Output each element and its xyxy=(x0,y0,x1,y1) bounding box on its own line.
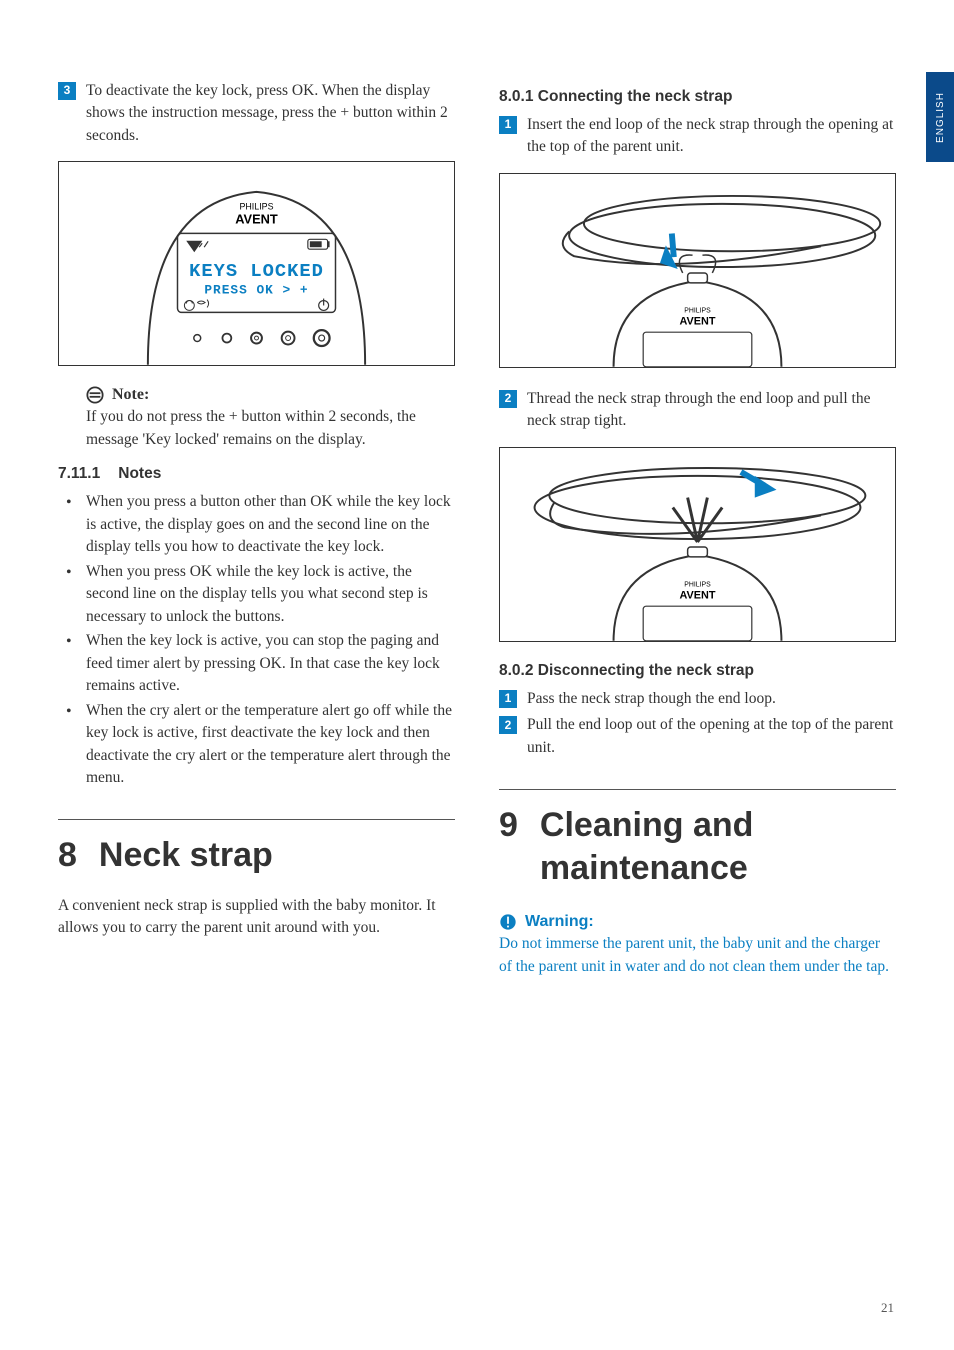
chapter-number: 8 xyxy=(58,834,77,877)
brand-avent-text: AVENT xyxy=(680,315,716,327)
display-line2: PRESS OK > + xyxy=(204,283,308,298)
notes-subheading: 7.11.1 Notes xyxy=(58,465,455,483)
warning-icon xyxy=(499,913,517,931)
warning-block: Warning: Do not immerse the parent unit,… xyxy=(499,913,896,978)
list-item: When the cry alert or the temperature al… xyxy=(86,700,455,790)
step-number-badge: 2 xyxy=(499,390,517,408)
notes-heading-text: Notes xyxy=(118,465,161,482)
warning-body: Do not immerse the parent unit, the baby… xyxy=(499,933,896,978)
connect-step-2: 2 Thread the neck strap through the end … xyxy=(499,388,896,433)
device-screen-illustration: PHILIPS AVENT KEYS LOCKED PRESS OK > + xyxy=(59,162,454,365)
language-tab: ENGLISH xyxy=(926,72,954,162)
note-block: Note: If you do not press the + button w… xyxy=(86,386,455,451)
chapter-number: 9 xyxy=(499,804,518,889)
list-item: When you press a button other than OK wh… xyxy=(86,491,455,558)
strap-insert-illustration: PHILIPS AVENT xyxy=(500,174,895,367)
step-text: Pass the neck strap though the end loop. xyxy=(527,688,896,710)
warning-heading: Warning: xyxy=(499,913,896,931)
brand-avent-text: AVENT xyxy=(680,589,716,601)
chapter-title: Neck strap xyxy=(99,834,273,877)
step-text: Pull the end loop out of the opening at … xyxy=(527,714,896,759)
list-item: When you press OK while the key lock is … xyxy=(86,561,455,628)
brand-philips-text: PHILIPS xyxy=(684,307,711,314)
brand-philips-text: PHILIPS xyxy=(239,202,273,212)
note-label: Note: xyxy=(112,386,149,404)
sec-802-heading: 8.0.2 Disconnecting the neck strap xyxy=(499,662,896,680)
brand-philips-text: PHILIPS xyxy=(684,581,711,588)
step-number-badge: 1 xyxy=(499,116,517,134)
step-number-badge: 1 xyxy=(499,690,517,708)
notes-heading-num: 7.11.1 xyxy=(58,465,100,482)
notes-list: When you press a button other than OK wh… xyxy=(58,491,455,789)
brand-avent-text: AVENT xyxy=(235,212,278,227)
connect-step-1: 1 Insert the end loop of the neck strap … xyxy=(499,114,896,159)
chapter-8-heading: 8 Neck strap xyxy=(58,834,455,877)
chapter-8-intro: A convenient neck strap is supplied with… xyxy=(58,895,455,940)
chapter-9-heading: 9 Cleaning and maintenance xyxy=(499,804,896,889)
figure-keys-locked: PHILIPS AVENT KEYS LOCKED PRESS OK > + xyxy=(58,161,455,366)
warning-label: Warning: xyxy=(525,913,594,931)
step-text: Insert the end loop of the neck strap th… xyxy=(527,114,896,159)
right-column: 8.0.1 Connecting the neck strap 1 Insert… xyxy=(499,80,896,978)
sec-801-heading: 8.0.1 Connecting the neck strap xyxy=(499,88,896,106)
disconnect-step-2: 2 Pull the end loop out of the opening a… xyxy=(499,714,896,759)
strap-thread-illustration: PHILIPS AVENT xyxy=(500,448,895,641)
note-icon xyxy=(86,386,104,404)
language-tab-label: ENGLISH xyxy=(935,92,946,143)
left-column: 3 To deactivate the key lock, press OK. … xyxy=(58,80,455,978)
page-columns: 3 To deactivate the key lock, press OK. … xyxy=(58,80,896,978)
section-rule xyxy=(58,819,455,820)
figure-strap-insert: PHILIPS AVENT xyxy=(499,173,896,368)
page-number: 21 xyxy=(881,1300,894,1316)
step-number-badge: 2 xyxy=(499,716,517,734)
list-item: When the key lock is active, you can sto… xyxy=(86,630,455,697)
step-number-badge: 3 xyxy=(58,82,76,100)
step-text: Thread the neck strap through the end lo… xyxy=(527,388,896,433)
step-3: 3 To deactivate the key lock, press OK. … xyxy=(58,80,455,147)
disconnect-step-1: 1 Pass the neck strap though the end loo… xyxy=(499,688,896,710)
figure-strap-thread: PHILIPS AVENT xyxy=(499,447,896,642)
step-text: To deactivate the key lock, press OK. Wh… xyxy=(86,80,455,147)
section-rule xyxy=(499,789,896,790)
note-heading: Note: xyxy=(86,386,455,404)
note-body: If you do not press the + button within … xyxy=(86,406,455,451)
chapter-title: Cleaning and maintenance xyxy=(540,804,896,889)
display-line1: KEYS LOCKED xyxy=(189,260,324,282)
